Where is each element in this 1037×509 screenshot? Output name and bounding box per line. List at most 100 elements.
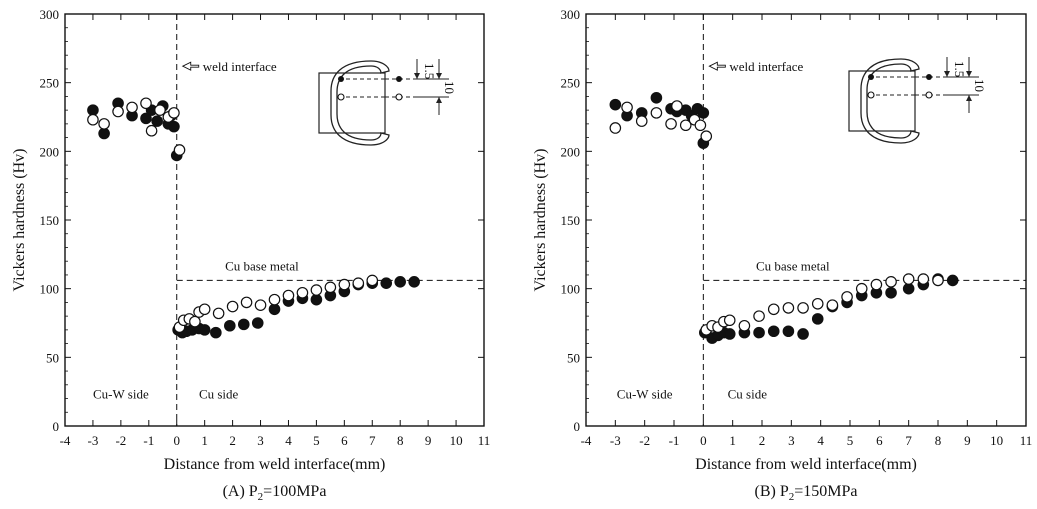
data-point-filled [946, 274, 959, 287]
x-tick-label: 2 [229, 433, 236, 448]
data-point-open [694, 119, 707, 132]
specimen-diagram: 1.5 10 [318, 58, 457, 146]
data-point-open [145, 124, 158, 137]
data-point-filled [782, 325, 795, 338]
caption-suffix: =150MPa [794, 483, 857, 500]
dimension-label-a: 1.5 [952, 61, 967, 77]
x-tick-label: 2 [759, 433, 766, 448]
y-tick-label: 300 [561, 7, 581, 22]
x-tick-label: -2 [639, 433, 650, 448]
data-point-open [366, 274, 379, 287]
data-point-open [352, 277, 365, 289]
series-filled [87, 97, 420, 339]
y-tick-label: 50 [567, 350, 580, 365]
data-point-open [811, 297, 824, 310]
x-tick-label: -4 [60, 433, 71, 448]
caption-prefix: (A) P [223, 483, 258, 500]
x-tick-label: 6 [876, 433, 883, 448]
x-tick-label: 5 [313, 433, 320, 448]
y-tick-label: 250 [40, 76, 60, 91]
series-open [609, 100, 944, 336]
x-tick-label: 7 [369, 433, 376, 448]
data-point-open [140, 97, 152, 110]
data-point-open [738, 319, 751, 332]
data-point-filled [767, 325, 780, 338]
weld-interface-label: weld interface [729, 59, 803, 74]
dimension-label-b: 10 [972, 79, 987, 92]
x-tick-label: 10 [450, 433, 463, 448]
dimension-label-b: 10 [442, 81, 457, 94]
data-point-open [198, 303, 211, 316]
data-point-filled [151, 115, 163, 127]
y-tick-label: 100 [40, 282, 60, 297]
data-point-filled [237, 318, 250, 331]
x-tick-label: 11 [478, 433, 491, 448]
x-tick-label: -1 [143, 433, 154, 448]
data-point-open [841, 291, 853, 303]
data-point-open [212, 307, 225, 320]
data-point-open [700, 130, 713, 143]
y-tick-label: 250 [561, 76, 581, 91]
x-tick-label: 9 [964, 433, 971, 448]
x-tick-label: 7 [905, 433, 912, 448]
data-point-open [665, 118, 677, 130]
cu-side-label: Cu side [728, 387, 768, 402]
data-point-filled [811, 313, 824, 325]
data-point-open [609, 122, 622, 134]
x-tick-label: 1 [201, 433, 208, 448]
left-arrow-icon [181, 61, 200, 71]
y-tick-label: 300 [40, 7, 60, 22]
data-point-filled [753, 326, 765, 339]
cu-side-label: Cu side [199, 387, 239, 402]
y-tick-label: 200 [40, 144, 60, 159]
data-point-open [268, 293, 281, 306]
caption-prefix: (B) P [755, 483, 789, 500]
y-axis-title: Vickers hardness (Hv) [11, 149, 28, 292]
data-point-filled [609, 98, 622, 111]
y-tick-label: 200 [561, 144, 581, 159]
y-tick-label: 0 [53, 419, 60, 434]
data-point-filled [723, 328, 736, 340]
x-tick-label: 3 [788, 433, 795, 448]
data-point-filled [394, 275, 406, 288]
x-tick-label: 1 [729, 433, 736, 448]
data-point-filled [797, 328, 809, 340]
x-tick-label: -4 [581, 433, 592, 448]
data-point-filled [198, 324, 211, 336]
y-axis-title: Vickers hardness (Hv) [532, 149, 549, 292]
panel-caption: (A) P2=100MPa [223, 483, 327, 503]
x-axis-title: Distance from weld interface(mm) [164, 456, 386, 473]
x-tick-label: 4 [285, 433, 292, 448]
specimen-diagram: 1.5 10 [848, 56, 987, 144]
data-point-open [254, 299, 267, 311]
data-point-open [671, 100, 683, 112]
caption-subscript: 2 [789, 491, 795, 503]
caption-suffix: =100MPa [263, 483, 326, 500]
x-tick-label: 10 [990, 433, 1003, 448]
data-point-filled [310, 293, 323, 306]
data-point-open [679, 119, 692, 132]
data-point-filled [697, 107, 710, 119]
data-point-open [168, 107, 180, 119]
data-point-open [338, 278, 351, 291]
data-point-filled [885, 286, 897, 299]
data-point-open [917, 273, 930, 285]
x-tick-label: -3 [88, 433, 99, 448]
x-tick-label: 11 [1020, 433, 1033, 448]
data-point-open [826, 299, 839, 311]
data-point-filled [98, 127, 110, 140]
left-arrow-icon [708, 61, 726, 71]
x-axis-title: Distance from weld interface(mm) [695, 456, 917, 473]
y-tick-label: 150 [40, 213, 60, 228]
data-point-open [189, 315, 201, 328]
dimension-label-a: 1.5 [422, 63, 437, 79]
plot-frame [64, 13, 485, 427]
base-metal-label: Cu base metal [225, 258, 299, 273]
data-point-filled [140, 112, 152, 125]
base-metal-label: Cu base metal [756, 258, 830, 273]
data-point-open [324, 281, 337, 294]
data-point-open [902, 273, 915, 285]
series-open [87, 97, 379, 333]
x-tick-label: -3 [610, 433, 621, 448]
